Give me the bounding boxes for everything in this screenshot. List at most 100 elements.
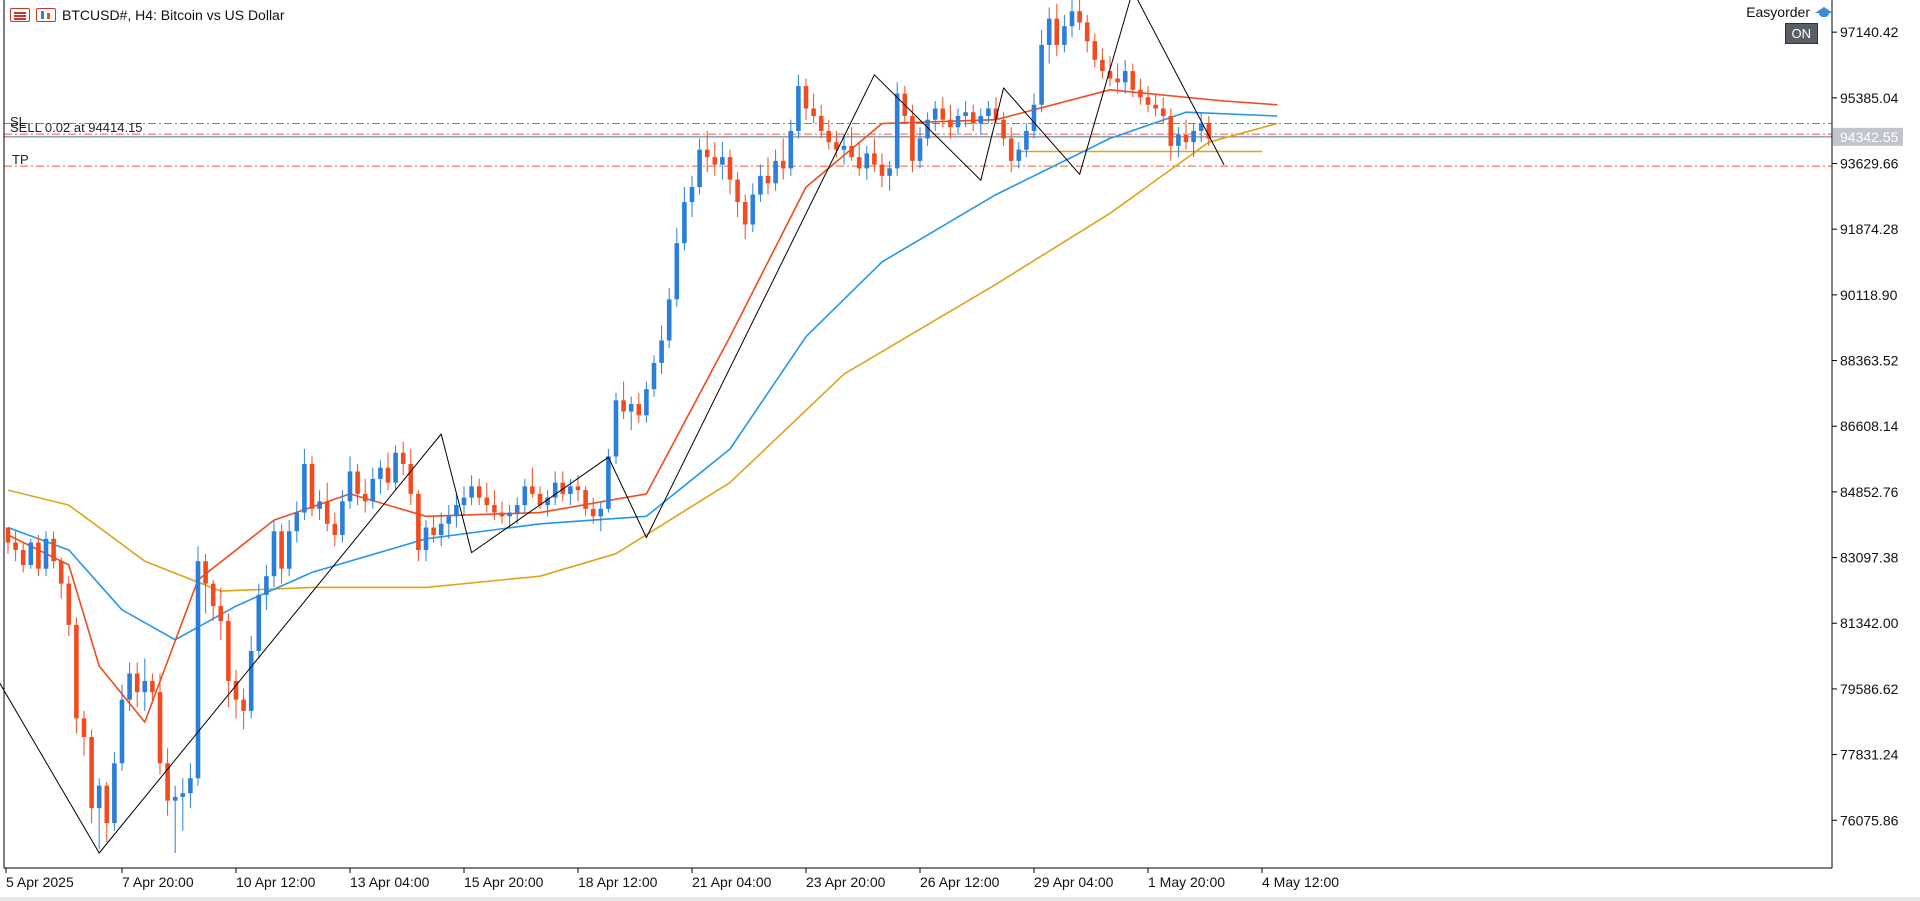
candle (636, 392, 642, 423)
candle (492, 490, 497, 521)
symbol-title: BTCUSD#, H4: Bitcoin vs US Dollar (62, 7, 285, 23)
time-tick-label: 29 Apr 04:00 (1034, 874, 1114, 890)
candle-body (780, 160, 786, 169)
candle-body (355, 471, 360, 494)
candle-body (165, 763, 170, 801)
candle (598, 501, 604, 532)
candle-body (932, 108, 938, 120)
candle-body (119, 699, 125, 764)
candle (872, 138, 877, 173)
candle (750, 183, 756, 232)
candle-body (742, 202, 748, 225)
candle-body (1046, 18, 1052, 45)
candle-body (423, 527, 429, 550)
candle (279, 523, 284, 584)
candle (758, 164, 763, 203)
candle (165, 748, 170, 816)
sell-order-label[interactable]: SELL 0.02 at 94414.15 (10, 120, 143, 135)
time-tick-label: 10 Apr 12:00 (236, 874, 316, 890)
candle (1100, 48, 1105, 79)
candle (682, 187, 687, 251)
candle (955, 108, 961, 135)
chart-icon[interactable] (36, 8, 56, 22)
candle-body (606, 456, 611, 509)
bottom-scrollbar[interactable] (0, 897, 1920, 901)
candle-body (1062, 26, 1067, 45)
candle-body (568, 486, 573, 494)
candle (545, 490, 550, 517)
candle-body (530, 486, 535, 494)
candle-body (150, 680, 155, 693)
candle (286, 520, 292, 577)
candle-body (81, 718, 87, 738)
price-tick-label: 88363.52 (1840, 353, 1899, 369)
candle-body (666, 299, 672, 341)
candle-body (818, 115, 824, 131)
candle (575, 475, 581, 502)
candle-body (773, 160, 778, 184)
candle (81, 710, 87, 756)
candle (1069, 0, 1075, 38)
candle-body (1016, 149, 1022, 161)
candle (727, 149, 733, 195)
time-tick-label: 4 May 12:00 (1262, 874, 1339, 890)
graduation-cap-icon (1814, 5, 1834, 19)
candle (720, 142, 725, 180)
candle (172, 785, 178, 854)
candle (43, 531, 49, 577)
candle-body (894, 93, 900, 169)
zigzag-series (0, 0, 1225, 854)
candle (1176, 127, 1181, 158)
candle (271, 520, 277, 588)
candle-body (841, 145, 847, 150)
candle-body (385, 467, 391, 483)
candle (119, 684, 125, 771)
candle-body (1191, 130, 1196, 143)
candle (1206, 115, 1212, 146)
candle (127, 662, 132, 711)
candle (788, 119, 794, 176)
candle-body (925, 119, 930, 139)
candle (948, 104, 953, 139)
candle-body (340, 501, 345, 536)
candle (887, 160, 892, 191)
candle (849, 127, 854, 161)
candle (1092, 33, 1098, 68)
candle-body (887, 168, 892, 176)
price-tick-label: 97140.42 (1840, 24, 1899, 40)
candle (469, 475, 474, 506)
candle-body (856, 157, 862, 169)
candle-body (13, 542, 18, 550)
candle-body (317, 501, 322, 509)
candle-body (5, 527, 11, 543)
candle-body (552, 482, 558, 498)
candle-body (1100, 59, 1105, 72)
candle (484, 482, 490, 513)
candle (1001, 112, 1006, 146)
time-axis: 5 Apr 2025 7 Apr 20:00 10 Apr 12:00 13 Apr … (5, 868, 1339, 890)
time-tick-label: 23 Apr 20:00 (806, 874, 886, 890)
candle-body (507, 512, 512, 517)
candle-body (978, 115, 984, 124)
candle-body (96, 785, 102, 809)
candle (150, 673, 155, 704)
candle (188, 763, 193, 809)
candle-body (750, 194, 756, 225)
candle (446, 505, 452, 539)
candle-body (1206, 123, 1212, 139)
candle-body (1138, 89, 1143, 98)
candle-body (51, 538, 56, 562)
expert-status-badge[interactable]: ON (1784, 23, 1818, 44)
candle (651, 355, 657, 397)
candle (431, 516, 436, 543)
candle (241, 688, 246, 730)
candle (583, 486, 588, 517)
candle-body (948, 119, 953, 128)
tp-label: TP (12, 152, 29, 167)
candle (910, 104, 915, 173)
candle-body (1054, 18, 1060, 45)
candle-body (74, 624, 79, 719)
list-icon[interactable] (10, 8, 30, 22)
candle-body (294, 512, 300, 532)
